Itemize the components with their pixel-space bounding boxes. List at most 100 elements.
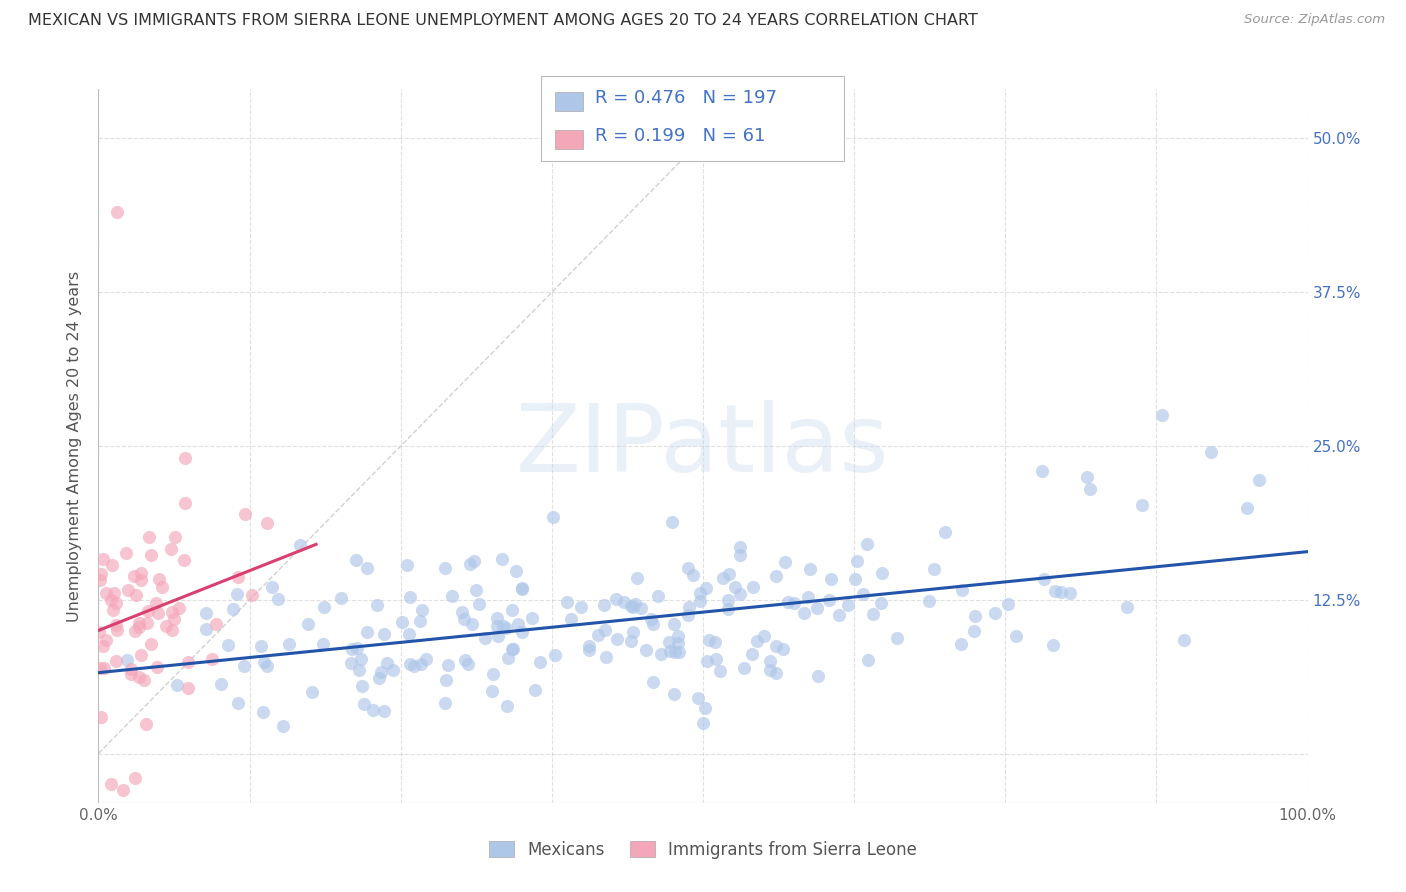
Point — [820, 573, 842, 587]
Point — [799, 562, 821, 576]
Point — [409, 614, 432, 628]
Point — [759, 654, 782, 668]
Point — [277, 637, 299, 651]
Point — [209, 677, 232, 691]
Point — [664, 687, 686, 701]
Point — [501, 642, 523, 657]
Point — [271, 719, 294, 733]
Point — [87, 625, 110, 640]
Point — [402, 658, 425, 673]
Point — [695, 581, 717, 595]
Point — [120, 663, 142, 677]
Point — [174, 451, 197, 466]
Point — [668, 645, 690, 659]
Y-axis label: Unemployment Among Ages 20 to 24 years: Unemployment Among Ages 20 to 24 years — [67, 270, 83, 622]
Point — [676, 608, 699, 623]
Point — [433, 560, 456, 574]
Point — [678, 600, 700, 615]
Point — [103, 586, 125, 600]
Point — [165, 530, 187, 544]
Point — [870, 595, 893, 609]
Point — [496, 651, 519, 665]
Point — [366, 598, 388, 612]
Point — [626, 571, 648, 585]
Point — [689, 594, 711, 608]
Point — [177, 655, 200, 669]
Point — [1173, 632, 1195, 647]
Point — [606, 632, 628, 646]
Point — [855, 537, 877, 551]
Point — [100, 777, 122, 791]
Point — [105, 205, 128, 219]
Point — [461, 616, 484, 631]
Point — [1059, 585, 1081, 599]
Point — [502, 642, 524, 657]
Point — [922, 562, 945, 576]
Point — [783, 596, 806, 610]
Point — [350, 652, 373, 666]
Point — [373, 627, 395, 641]
Point — [411, 603, 433, 617]
Point — [89, 574, 111, 588]
Point — [370, 665, 392, 679]
Point — [773, 555, 796, 569]
Point — [543, 510, 565, 524]
Point — [640, 612, 662, 626]
Point — [950, 582, 973, 597]
Point — [204, 616, 226, 631]
Point — [115, 546, 138, 560]
Point — [301, 685, 323, 699]
Point — [104, 654, 127, 668]
Point — [249, 640, 271, 654]
Point — [759, 663, 782, 677]
Point — [520, 611, 543, 625]
Point — [146, 606, 169, 620]
Point — [136, 604, 159, 618]
Point — [593, 624, 616, 638]
Point — [569, 600, 592, 615]
Point — [717, 602, 740, 616]
Point — [115, 653, 138, 667]
Point — [733, 660, 755, 674]
Point — [709, 664, 731, 678]
Point — [145, 596, 167, 610]
Point — [934, 524, 956, 539]
Point — [501, 602, 523, 616]
Point — [852, 587, 875, 601]
Point — [641, 617, 664, 632]
Point — [621, 600, 644, 615]
Point — [776, 595, 799, 609]
Point — [226, 696, 249, 710]
Point — [368, 671, 391, 685]
Point — [297, 616, 319, 631]
Point — [730, 587, 752, 601]
Point — [595, 650, 617, 665]
Point — [89, 661, 111, 675]
Point — [155, 618, 177, 632]
Point — [578, 643, 600, 657]
Point — [1050, 584, 1073, 599]
Point — [703, 635, 725, 649]
Point — [139, 638, 162, 652]
Point — [686, 690, 709, 705]
Point — [100, 558, 122, 573]
Point — [486, 619, 509, 633]
Point — [346, 640, 368, 655]
Point — [94, 585, 117, 599]
Point — [510, 581, 533, 595]
Point — [692, 715, 714, 730]
Point — [399, 657, 422, 672]
Point — [167, 600, 190, 615]
Point — [111, 783, 134, 797]
Point — [696, 654, 718, 668]
Point — [117, 583, 139, 598]
Point — [120, 667, 142, 681]
Point — [361, 703, 384, 717]
Point — [492, 619, 515, 633]
Point — [918, 593, 941, 607]
Point — [745, 633, 768, 648]
Point — [105, 624, 128, 638]
Point — [1031, 464, 1053, 478]
Point — [624, 597, 647, 611]
Point — [765, 639, 787, 653]
